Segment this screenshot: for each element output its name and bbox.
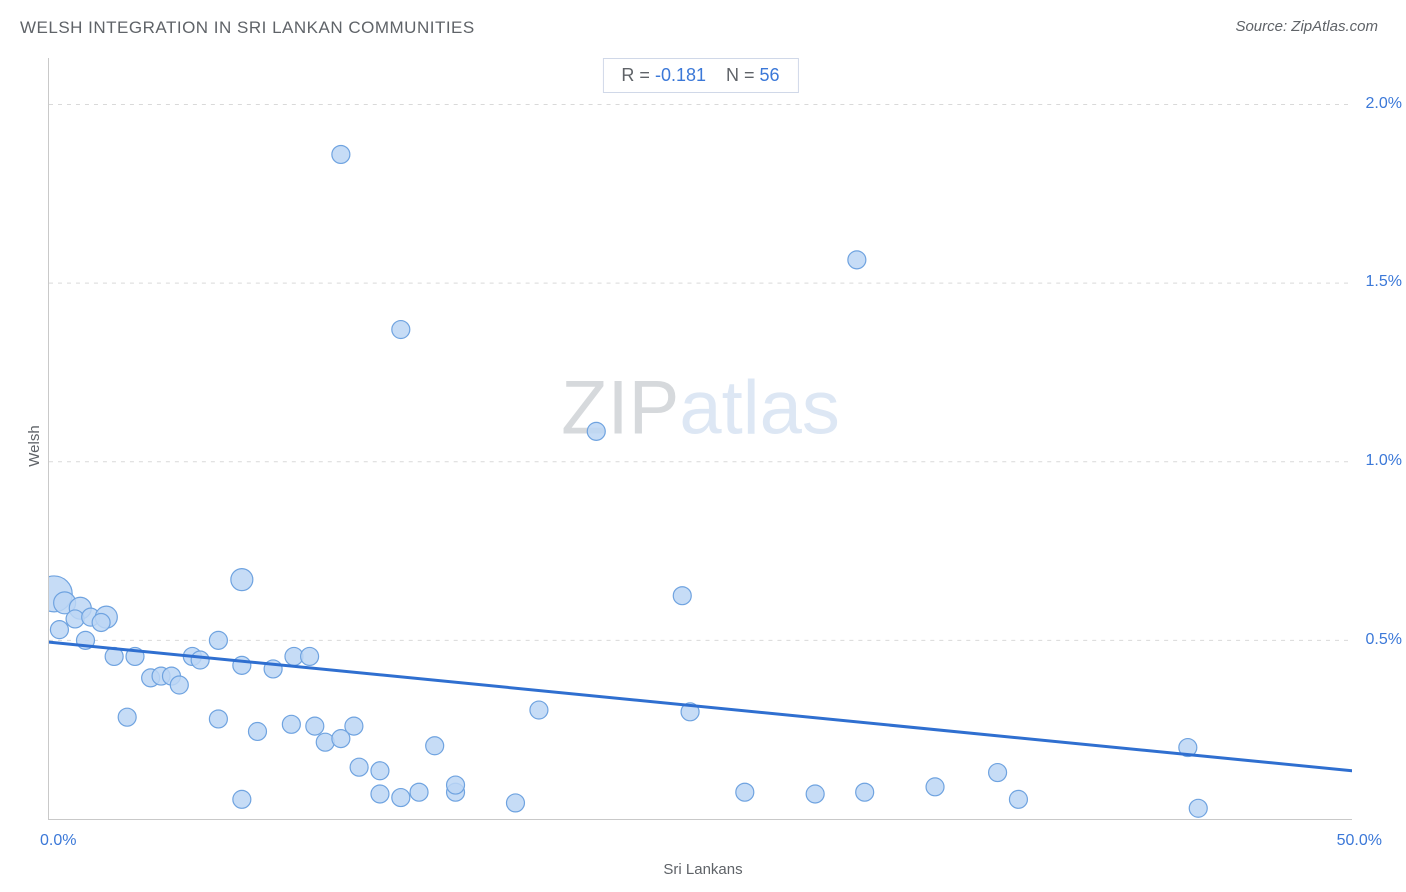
data-point <box>170 676 188 694</box>
y-tick-label: 0.5% <box>1366 631 1402 649</box>
data-point <box>371 785 389 803</box>
x-axis-label: Sri Lankans <box>663 861 742 878</box>
data-point <box>806 785 824 803</box>
data-point <box>282 715 300 733</box>
data-point <box>392 321 410 339</box>
data-point <box>248 722 266 740</box>
y-tick-label: 2.0% <box>1366 95 1402 113</box>
data-point <box>506 794 524 812</box>
data-point <box>371 762 389 780</box>
data-point <box>118 708 136 726</box>
data-point <box>209 631 227 649</box>
n-value: 56 <box>760 65 780 85</box>
n-label: N = <box>726 65 755 85</box>
data-point <box>50 621 68 639</box>
data-point <box>447 776 465 794</box>
data-point <box>92 614 110 632</box>
stats-box: R = -0.181 N = 56 <box>602 58 798 93</box>
x-min-label: 0.0% <box>40 832 76 850</box>
data-point <box>856 783 874 801</box>
data-point <box>231 569 253 591</box>
source-attribution: Source: ZipAtlas.com <box>1235 18 1378 35</box>
data-point <box>306 717 324 735</box>
data-point <box>301 647 319 665</box>
data-point <box>191 651 209 669</box>
data-point <box>332 145 350 163</box>
data-point <box>209 710 227 728</box>
x-max-label: 50.0% <box>1337 832 1382 850</box>
data-point <box>587 422 605 440</box>
data-point <box>316 733 334 751</box>
data-point <box>1009 790 1027 808</box>
data-point <box>989 764 1007 782</box>
r-label: R = <box>621 65 650 85</box>
data-point <box>233 790 251 808</box>
data-point <box>736 783 754 801</box>
data-point <box>345 717 363 735</box>
y-tick-label: 1.0% <box>1366 452 1402 470</box>
data-point <box>926 778 944 796</box>
data-point <box>848 251 866 269</box>
y-axis-label: Welsh <box>26 425 43 466</box>
data-point <box>426 737 444 755</box>
data-point <box>530 701 548 719</box>
data-point <box>673 587 691 605</box>
plot-area: R = -0.181 N = 56 ZIPatlas 0.5%1.0%1.5%2… <box>48 58 1352 820</box>
y-tick-label: 1.5% <box>1366 273 1402 291</box>
r-value: -0.181 <box>655 65 706 85</box>
trend-line <box>49 642 1352 771</box>
data-point <box>1189 799 1207 817</box>
data-point <box>392 789 410 807</box>
data-point <box>350 758 368 776</box>
data-point <box>410 783 428 801</box>
chart-container: WELSH INTEGRATION IN SRI LANKAN COMMUNIT… <box>0 0 1406 892</box>
chart-title: WELSH INTEGRATION IN SRI LANKAN COMMUNIT… <box>20 18 475 38</box>
plot-svg <box>49 58 1352 819</box>
